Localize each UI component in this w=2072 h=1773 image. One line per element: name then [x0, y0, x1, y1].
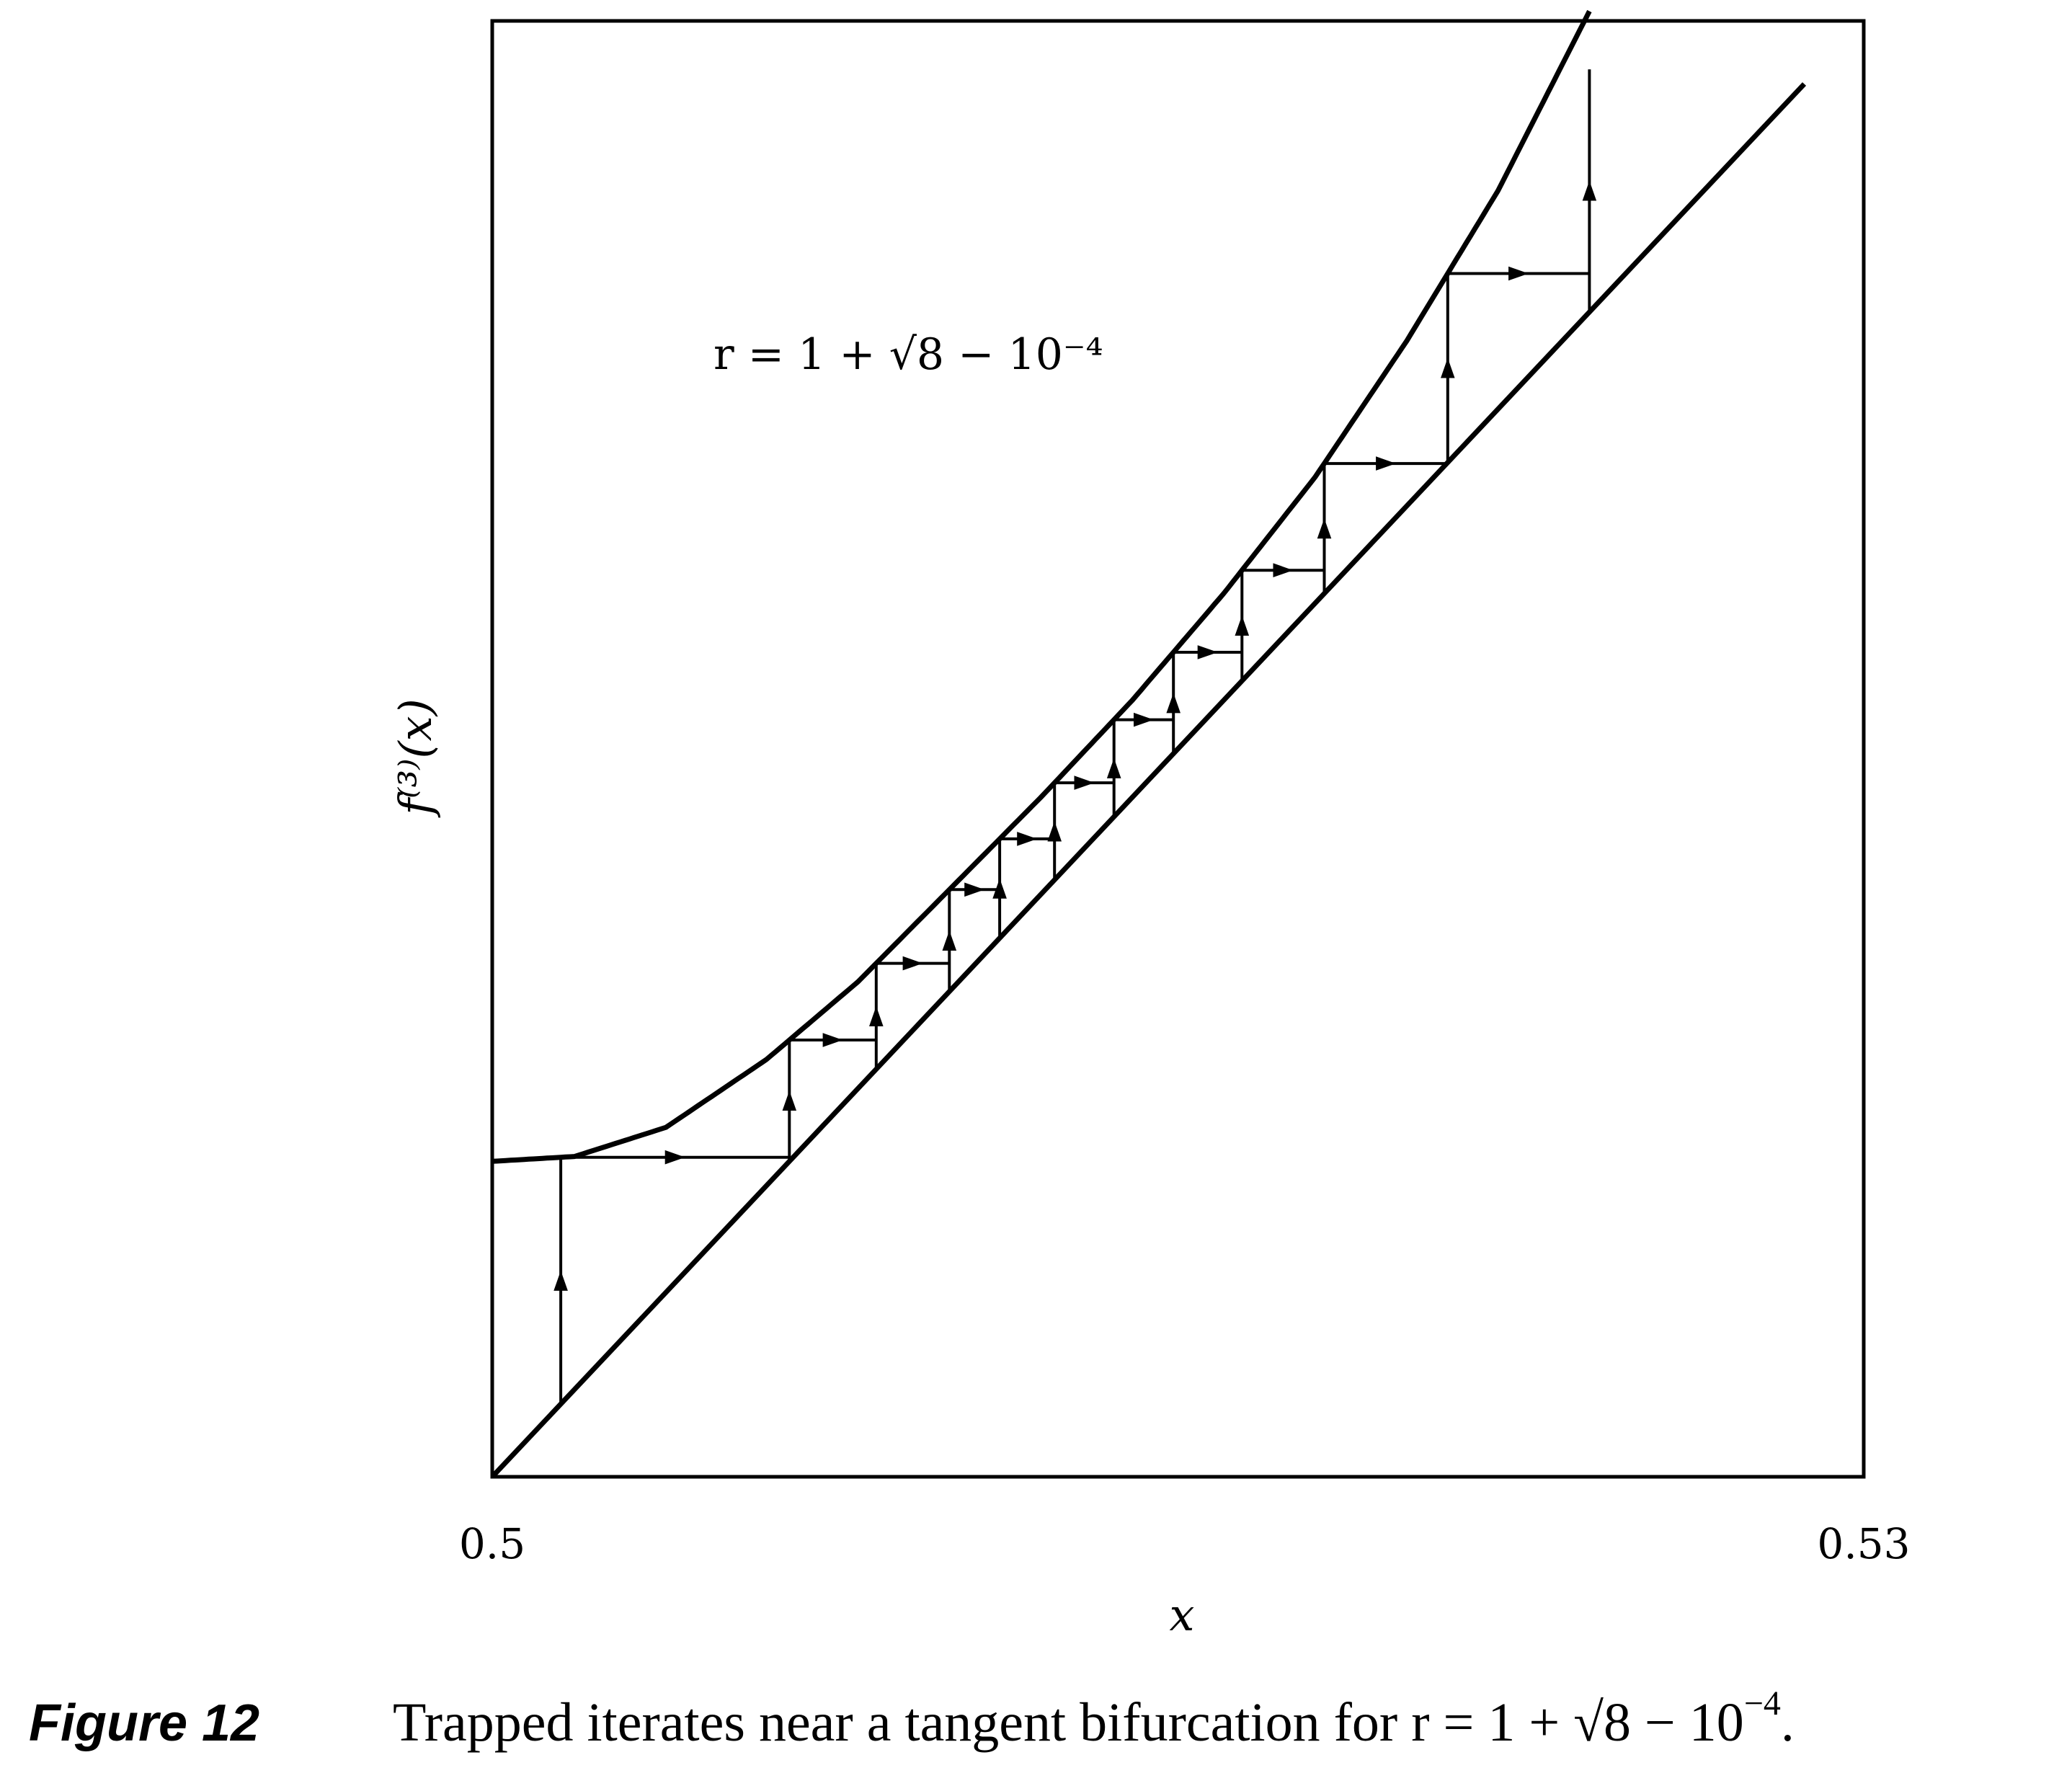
x-tick-label-max: 0.53	[1817, 1519, 1910, 1568]
series-layer	[490, 9, 1807, 1479]
parameter-annotation: r = 1 + √8 − 10⁻⁴	[713, 329, 1103, 380]
x-axis-label: x	[1170, 1588, 1195, 1641]
plot-area	[490, 19, 1866, 1479]
y-axis-label: f⁽³⁾(x)	[389, 698, 442, 818]
figure-caption-label: Figure 12	[29, 1694, 259, 1752]
figure-caption-text: Trapped iterates near a tangent bifurcat…	[393, 1684, 1795, 1753]
x-tick-label-min: 0.5	[459, 1519, 525, 1568]
f3-curve	[492, 9, 1592, 1164]
caption-prefix: Trapped iterates near a tangent bifurcat…	[393, 1692, 1744, 1753]
caption-suffix: .	[1781, 1692, 1795, 1753]
diagonal-line	[490, 82, 1807, 1479]
cobweb-layer	[553, 69, 1597, 1404]
caption-exponent: −4	[1744, 1684, 1781, 1723]
